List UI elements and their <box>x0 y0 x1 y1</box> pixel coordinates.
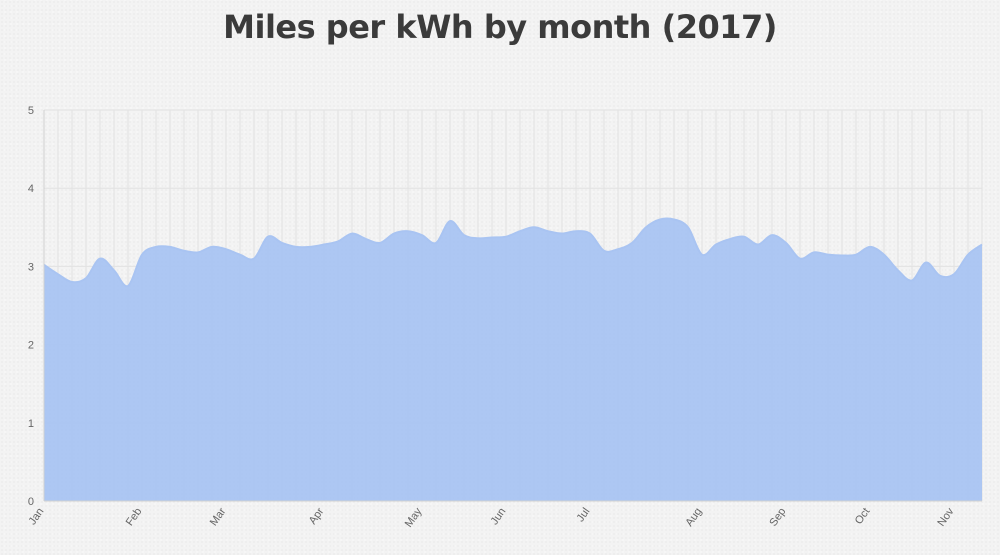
x-tick-label: Oct <box>853 506 873 527</box>
data-point <box>813 251 815 253</box>
data-point <box>281 242 283 244</box>
data-point <box>827 253 829 255</box>
data-point <box>645 226 647 228</box>
data-point <box>575 230 577 232</box>
x-tick-label: Feb <box>124 506 145 528</box>
data-point <box>71 281 73 283</box>
data-point <box>295 246 297 248</box>
data-point <box>463 234 465 236</box>
data-point <box>309 246 311 248</box>
x-tick-label: Mar <box>208 506 229 529</box>
data-point <box>617 248 619 250</box>
data-point <box>757 243 759 245</box>
data-point <box>267 235 269 237</box>
data-point <box>225 248 227 250</box>
data-point <box>365 238 367 240</box>
data-point <box>939 275 941 277</box>
x-tick-label: Jun <box>488 506 508 527</box>
data-point <box>99 257 101 259</box>
data-point <box>729 238 731 240</box>
data-point <box>911 279 913 281</box>
data-point <box>57 273 59 275</box>
data-point <box>771 234 773 236</box>
data-point <box>155 246 157 248</box>
data-point <box>589 232 591 234</box>
data-point <box>407 230 409 232</box>
series-line <box>43 217 983 288</box>
data-point <box>603 250 605 252</box>
data-point <box>393 232 395 234</box>
data-point <box>897 269 899 271</box>
chart-title: Miles per kWh by month (2017) <box>223 8 777 46</box>
data-point <box>855 253 857 255</box>
data-point <box>967 253 969 255</box>
data-point <box>687 226 689 228</box>
x-tick-label: Aug <box>683 506 704 529</box>
data-point <box>435 242 437 244</box>
data-point <box>477 237 479 239</box>
data-point <box>505 235 507 237</box>
x-tick-label: Jul <box>575 506 593 524</box>
data-point <box>841 254 843 256</box>
y-tick-label: 1 <box>28 418 34 430</box>
x-tick-label: Nov <box>935 505 956 528</box>
data-point <box>127 285 129 287</box>
data-point <box>113 269 115 271</box>
data-point <box>701 253 703 255</box>
x-tick-label: Apr <box>307 506 327 527</box>
data-point <box>561 232 563 234</box>
data-point <box>785 242 787 244</box>
data-point <box>323 243 325 245</box>
data-point <box>981 243 983 245</box>
data-point <box>449 220 451 222</box>
data-point <box>659 218 661 220</box>
data-point <box>533 226 535 228</box>
y-tick-label: 3 <box>28 261 34 273</box>
data-point <box>715 243 717 245</box>
data-point <box>799 257 801 259</box>
x-tick-label: Jan <box>26 506 46 527</box>
series-area <box>44 218 982 501</box>
y-tick-label: 2 <box>28 340 34 352</box>
data-point <box>85 277 87 279</box>
data-point <box>519 230 521 232</box>
data-point <box>631 242 633 244</box>
data-point <box>379 242 381 244</box>
x-tick-label: Sep <box>767 506 788 529</box>
data-point <box>211 246 213 248</box>
data-point <box>869 246 871 248</box>
data-point <box>239 253 241 255</box>
data-point <box>953 273 955 275</box>
data-point <box>547 230 549 232</box>
x-tick-label: May <box>403 505 425 529</box>
data-point <box>183 250 185 252</box>
y-tick-label: 4 <box>28 183 34 195</box>
y-tick-label: 0 <box>28 496 34 508</box>
data-point <box>141 253 143 255</box>
data-point <box>351 232 353 234</box>
data-point <box>925 261 927 263</box>
data-point <box>197 251 199 253</box>
data-point <box>421 234 423 236</box>
data-point <box>253 257 255 259</box>
y-tick-label: 5 <box>28 105 34 117</box>
data-point <box>169 246 171 248</box>
data-point <box>491 236 493 238</box>
data-point <box>743 235 745 237</box>
data-point <box>673 218 675 220</box>
data-point <box>337 240 339 242</box>
data-point <box>883 253 885 255</box>
